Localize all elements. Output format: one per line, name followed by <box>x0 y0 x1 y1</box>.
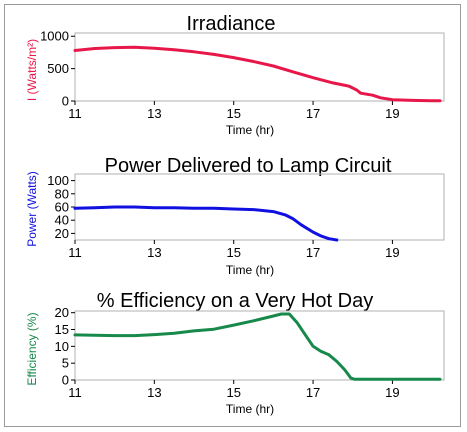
y-axis-label-power: Power (Watts) <box>25 171 39 247</box>
x-axis-label-efficiency: Time (hr) <box>226 402 274 416</box>
x-tick-label-efficiency-0: 11 <box>68 385 82 400</box>
y-tick-label-efficiency-0: 0 <box>62 373 69 388</box>
y-tick-label-power-0: 20 <box>55 226 69 241</box>
y-tick-label-efficiency-1: 5 <box>62 356 69 371</box>
plot-area-irradiance: 11 13 15 17 19 0 500 1000 <box>40 29 445 121</box>
x-tick-label-efficiency-4: 19 <box>385 385 399 400</box>
y-tick-label-efficiency-4: 20 <box>55 305 69 320</box>
x-tick-label-irradiance-4: 19 <box>385 106 399 121</box>
series-line-power <box>73 205 339 242</box>
chart-title-power: Power Delivered to Lamp Circuit <box>105 155 392 177</box>
x-tick-label-power-0: 11 <box>68 245 82 260</box>
panel-efficiency: % Efficiency on a Very Hot Day Time (hr)… <box>25 290 445 416</box>
y-tick-label-power-1: 40 <box>55 213 69 228</box>
chart-title-efficiency: % Efficiency on a Very Hot Day <box>97 290 373 312</box>
y-tick-label-irradiance-2: 1000 <box>40 29 69 44</box>
y-tick-label-irradiance-0: 0 <box>62 94 69 109</box>
x-axis-label-power: Time (hr) <box>226 263 274 277</box>
x-tick-label-irradiance-2: 15 <box>226 106 240 121</box>
x-tick-label-efficiency-3: 17 <box>306 385 320 400</box>
plot-border-irradiance <box>74 32 445 102</box>
x-tick-label-power-3: 17 <box>306 245 320 260</box>
x-tick-label-irradiance-0: 11 <box>68 106 82 121</box>
panel-irradiance: Irradiance Time (hr) I (Watts/m²) 11 13 15… <box>25 13 445 137</box>
chart-title-irradiance: Irradiance <box>187 13 276 35</box>
x-tick-label-irradiance-3: 17 <box>306 106 320 121</box>
series-line-irradiance <box>73 45 442 103</box>
x-tick-label-irradiance-1: 13 <box>147 106 161 121</box>
panel-power: Power Delivered to Lamp Circuit Time (hr… <box>25 155 445 277</box>
x-tick-label-power-4: 19 <box>385 245 399 260</box>
x-tick-label-power-2: 15 <box>226 245 240 260</box>
x-axis-label-irradiance: Time (hr) <box>226 123 274 137</box>
y-tick-label-efficiency-2: 10 <box>55 339 69 354</box>
y-tick-label-power-4: 100 <box>47 173 69 188</box>
y-axis-label-irradiance: I (Watts/m²) <box>25 39 39 101</box>
y-axis-label-efficiency: Efficiency (%) <box>25 312 39 385</box>
plot-border-efficiency <box>74 310 445 381</box>
chart-frame <box>4 4 461 427</box>
plot-area-efficiency: 11 13 15 17 19 0 5 10 15 20 <box>55 305 445 400</box>
y-tick-label-irradiance-1: 500 <box>47 61 69 76</box>
y-tick-label-efficiency-3: 15 <box>55 322 69 337</box>
y-tick-label-power-2: 60 <box>55 200 69 215</box>
x-tick-label-efficiency-2: 15 <box>226 385 240 400</box>
x-tick-label-power-1: 13 <box>147 245 161 260</box>
y-tick-label-power-3: 80 <box>55 186 69 201</box>
x-tick-label-efficiency-1: 13 <box>147 385 161 400</box>
series-line-efficiency <box>73 312 442 381</box>
